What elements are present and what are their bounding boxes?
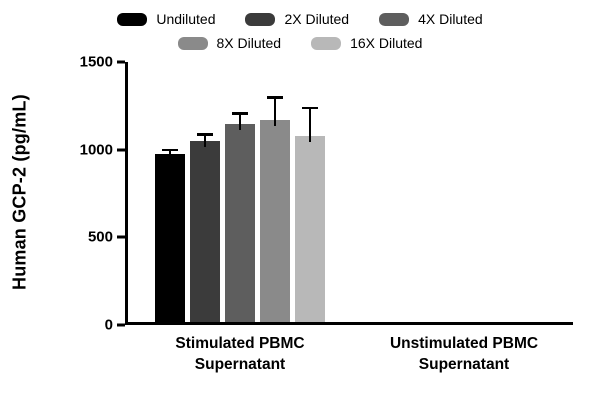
legend-label: 2X Diluted — [284, 11, 350, 27]
bar-2x-diluted — [190, 141, 220, 322]
y-tick-label: 0 — [104, 316, 113, 334]
error-bar-cap — [232, 112, 248, 115]
legend-swatch-undiluted — [117, 12, 148, 26]
legend-label: 4X Diluted — [418, 11, 483, 27]
x-category-label: Unstimulated PBMC Supernatant — [352, 334, 576, 376]
x-category-label-line: Supernatant — [418, 355, 510, 373]
legend-item-2x-diluted: 2X Diluted — [245, 12, 349, 26]
legend-swatch-4x-diluted — [379, 12, 410, 26]
legend-item-4x-diluted: 4X Diluted — [379, 12, 483, 26]
error-bar-cap — [267, 96, 283, 99]
error-bar-line — [238, 113, 242, 130]
legend-swatch-2x-diluted — [245, 12, 276, 26]
x-category-label-line: Unstimulated PBMC — [389, 335, 539, 352]
error-bar-line — [273, 97, 277, 127]
legend-swatch-8x-diluted — [177, 36, 208, 50]
y-axis-title: Human GCP-2 (pg/mL) — [9, 94, 30, 291]
legend: Undiluted 2X Diluted 4X Diluted 8X Diluted 1… — [65, 12, 535, 50]
bar-4x-diluted — [225, 123, 255, 322]
legend-item-8x-diluted: 8X Diluted — [177, 35, 282, 51]
bar-8x-diluted — [260, 120, 290, 322]
legend-label: 8X Diluted — [216, 35, 282, 51]
y-tick-mark — [117, 323, 125, 327]
bar-16x-diluted — [295, 136, 325, 322]
x-category-label-line: Stimulated PBMC — [175, 335, 305, 352]
legend-label: 16X Diluted — [350, 35, 423, 51]
legend-item-undiluted: Undiluted — [117, 12, 215, 26]
error-bar-cap — [302, 106, 318, 110]
error-bar-line — [168, 150, 172, 160]
y-tick-label: 1000 — [79, 141, 113, 159]
error-bar-cap — [162, 148, 178, 152]
error-bar-line — [308, 108, 312, 143]
error-bar-line — [203, 134, 207, 148]
legend-label: Undiluted — [156, 11, 216, 27]
bar-undiluted — [155, 153, 185, 322]
y-tick-mark — [117, 60, 125, 64]
x-category-label-line: Supernatant — [194, 355, 286, 373]
x-category-label: Stimulated PBMC Supernatant — [128, 334, 352, 376]
error-bar-cap — [197, 133, 213, 136]
y-tick-label: 500 — [87, 228, 113, 246]
y-tick-label: 1500 — [79, 53, 113, 71]
plot-area: 0 500 1000 1500 Stimulated PBMC Supernatant Un… — [80, 54, 573, 373]
legend-swatch-16x-diluted — [311, 36, 342, 50]
y-tick-mark — [117, 235, 125, 239]
y-tick-mark — [117, 148, 125, 152]
legend-item-16x-diluted: 16X Diluted — [311, 36, 422, 50]
